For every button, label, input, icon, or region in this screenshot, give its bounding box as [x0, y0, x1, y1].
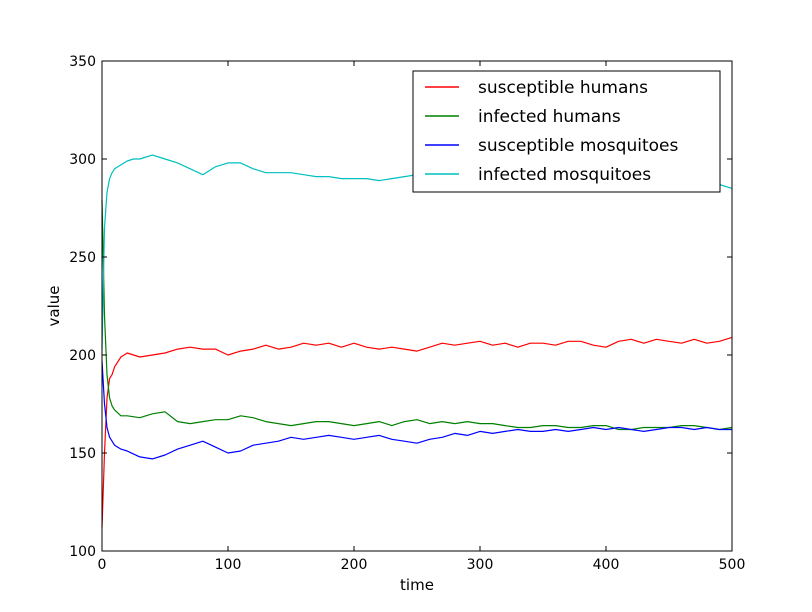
- plot-frame: [101, 60, 733, 552]
- y-tick-label: 350: [69, 54, 96, 70]
- x-tick-label: 500: [719, 557, 746, 573]
- legend-label-2: susceptible mosquitoes: [478, 136, 678, 156]
- series-line-1: [101, 200, 733, 431]
- legend-label-1: infected humans: [478, 107, 621, 127]
- y-tick-label: 300: [69, 152, 96, 168]
- y-axis-label: value: [45, 286, 63, 327]
- y-tick-label: 150: [69, 446, 96, 462]
- y-tick-label: 100: [69, 544, 96, 560]
- y-tick-label: 250: [69, 250, 96, 266]
- y-tick-label: 200: [69, 348, 96, 364]
- x-tick-label: 400: [593, 557, 620, 573]
- legend-label-0: susceptible humans: [478, 78, 648, 98]
- x-tick-label: 300: [467, 557, 494, 573]
- x-tick-label: 0: [98, 557, 107, 573]
- series-line-2: [101, 360, 732, 460]
- x-tick-label: 100: [215, 557, 242, 573]
- series-line-0: [101, 336, 733, 528]
- legend-label-3: infected mosquitoes: [478, 165, 651, 185]
- series-layer: [101, 154, 733, 528]
- legend-box: [412, 70, 721, 193]
- x-tick-label: 200: [341, 557, 368, 573]
- legend: susceptible humans infected humans suscept…: [412, 70, 721, 193]
- x-axis-label: time: [400, 576, 434, 594]
